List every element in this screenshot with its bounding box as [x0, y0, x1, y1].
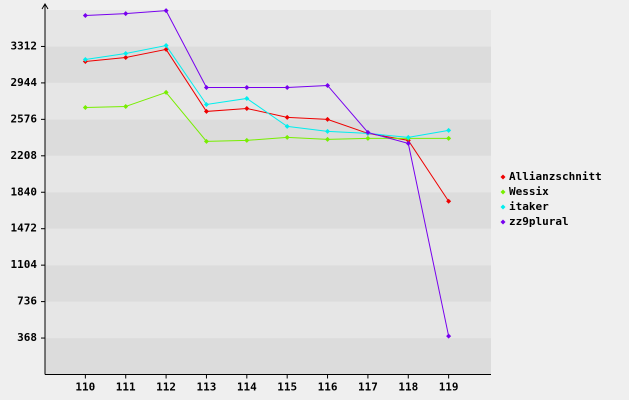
y-tick-label: 2944 [11, 76, 38, 89]
point [284, 114, 290, 120]
x-tick-label: 116 [318, 381, 338, 394]
point [244, 137, 250, 143]
y-tick-label: 1104 [11, 258, 38, 271]
point [405, 134, 411, 140]
grid-band [45, 155, 491, 193]
y-tick-label: 2576 [11, 112, 38, 125]
x-tick-label: 110 [75, 381, 95, 394]
legend-marker [500, 174, 506, 180]
point [284, 134, 290, 140]
grid-band [45, 10, 491, 47]
grid-band [45, 265, 491, 302]
grid-band [45, 228, 491, 266]
y-tick-label: 3312 [11, 39, 38, 52]
y-tick-label: 1840 [11, 185, 38, 198]
point [405, 140, 411, 146]
point [82, 57, 88, 63]
y-tick-label: 368 [17, 331, 37, 344]
x-tick-label: 114 [237, 381, 257, 394]
grid-band [45, 82, 491, 120]
point [123, 50, 129, 56]
point [123, 11, 129, 17]
y-tick-label: 2208 [11, 149, 38, 162]
point [203, 108, 209, 114]
point [446, 127, 452, 133]
point [123, 55, 129, 61]
point [284, 84, 290, 90]
point [284, 123, 290, 129]
legend-label: Allianzschnitt [509, 170, 602, 183]
legend-marker [500, 204, 506, 210]
grid-band [45, 338, 491, 375]
point [163, 8, 169, 14]
y-axis-arrow [41, 3, 49, 10]
point [244, 84, 250, 90]
y-tick-label: 1472 [11, 222, 38, 235]
point [446, 135, 452, 141]
point [163, 89, 169, 95]
point [325, 116, 331, 122]
x-tick-label: 119 [439, 381, 459, 394]
series-line [85, 10, 450, 337]
legend-marker [500, 189, 506, 195]
point [203, 84, 209, 90]
point [446, 198, 452, 204]
point [82, 13, 88, 19]
legend-label: Wessix [509, 185, 549, 198]
point [82, 104, 88, 110]
grid-band [45, 119, 491, 156]
point [365, 135, 371, 141]
point [325, 136, 331, 142]
x-tick-label: 113 [197, 381, 217, 394]
point [203, 138, 209, 144]
series-line [85, 45, 449, 138]
x-tick-label: 117 [358, 381, 378, 394]
point [244, 95, 250, 101]
x-tick-label: 111 [116, 381, 136, 394]
point [325, 82, 331, 88]
grid-band [45, 301, 491, 339]
grid-band [45, 46, 491, 83]
x-tick-label: 118 [398, 381, 418, 394]
point [163, 43, 169, 49]
x-tick-label: 112 [156, 381, 176, 394]
grid-band [45, 192, 491, 229]
point [365, 129, 371, 135]
point [203, 101, 209, 107]
x-tick-label: 115 [277, 381, 297, 394]
point [244, 105, 250, 111]
legend-label: itaker [509, 200, 549, 213]
legend-marker [500, 219, 506, 225]
point [325, 128, 331, 134]
point [446, 333, 452, 339]
point [123, 103, 129, 109]
legend-label: zz9plural [509, 215, 569, 228]
y-tick-label: 736 [17, 295, 37, 308]
